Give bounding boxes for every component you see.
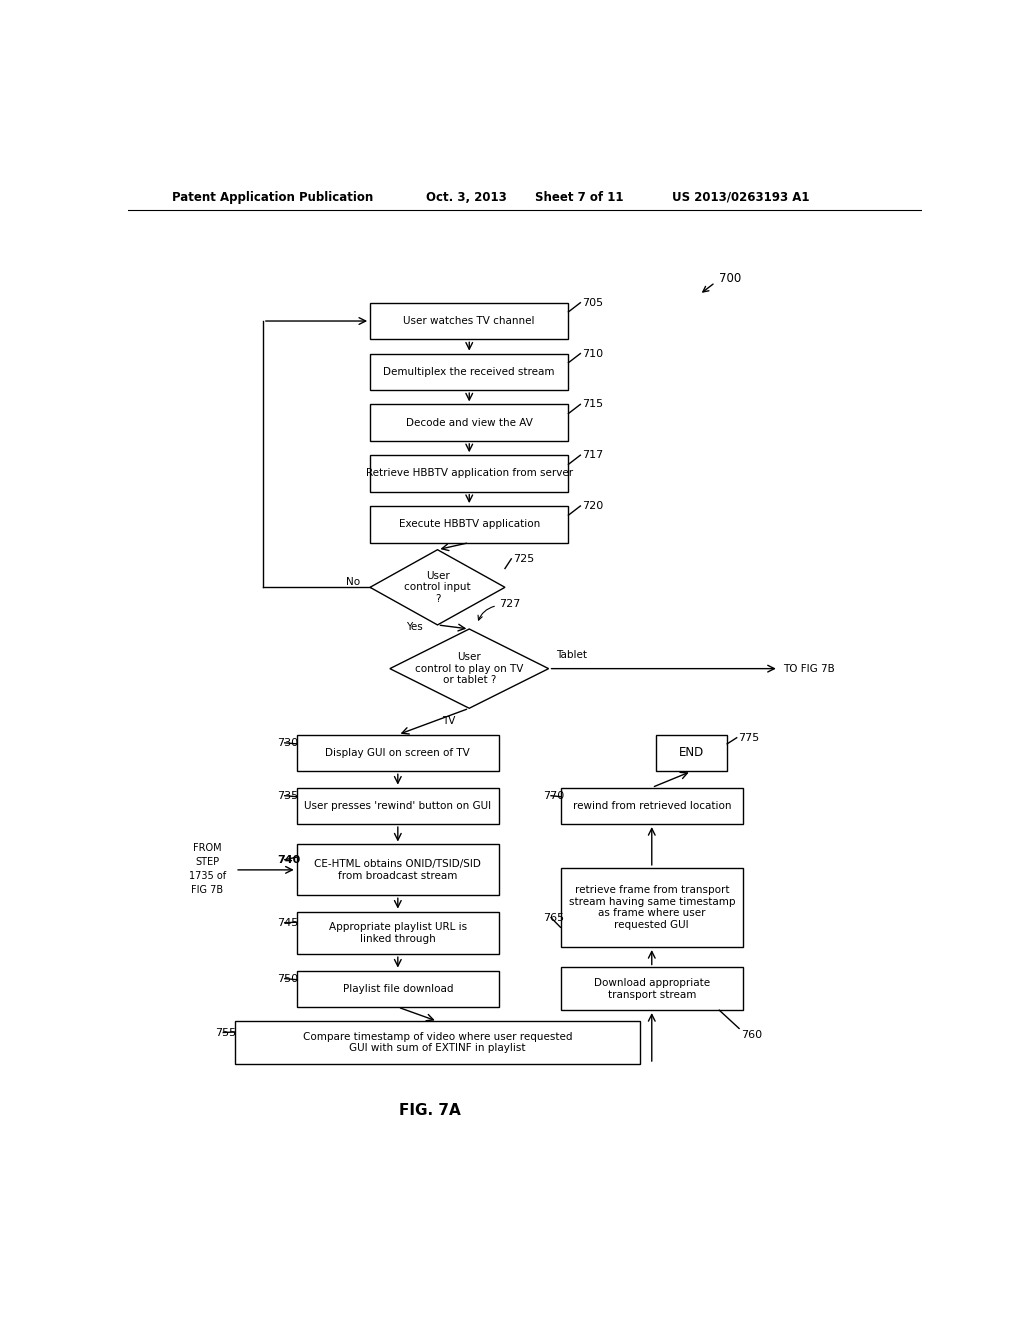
Text: Retrieve HBBTV application from server: Retrieve HBBTV application from server [366,469,572,478]
Text: 735: 735 [276,791,298,801]
Text: 717: 717 [582,450,603,461]
Text: US 2013/0263193 A1: US 2013/0263193 A1 [672,190,809,203]
FancyBboxPatch shape [370,404,568,441]
Text: Decode and view the AV: Decode and view the AV [406,417,532,428]
Text: FIG. 7A: FIG. 7A [398,1104,461,1118]
FancyBboxPatch shape [236,1022,640,1064]
FancyBboxPatch shape [370,302,568,339]
Text: FIG 7B: FIG 7B [191,886,223,895]
Text: 740: 740 [276,855,300,865]
Text: 760: 760 [740,1031,762,1040]
Text: Demultiplex the received stream: Demultiplex the received stream [384,367,555,376]
Text: 770: 770 [543,791,564,801]
Text: Execute HBBTV application: Execute HBBTV application [398,519,540,529]
Text: CE-HTML obtains ONID/TSID/SID
from broadcast stream: CE-HTML obtains ONID/TSID/SID from broad… [314,859,481,880]
Text: Appropriate playlist URL is
linked through: Appropriate playlist URL is linked throu… [329,923,467,944]
Polygon shape [390,630,549,709]
Text: Compare timestamp of video where user requested
GUI with sum of EXTINF in playli: Compare timestamp of video where user re… [303,1032,572,1053]
Text: 710: 710 [582,348,603,359]
Text: 720: 720 [582,502,603,511]
Text: 765: 765 [543,912,564,923]
Text: 750: 750 [276,974,298,983]
FancyBboxPatch shape [297,845,499,895]
Text: END: END [679,747,705,759]
Text: 745: 745 [276,917,298,928]
Text: TV: TV [441,717,455,726]
Text: No: No [346,577,360,587]
Text: User presses 'rewind' button on GUI: User presses 'rewind' button on GUI [304,801,492,810]
FancyBboxPatch shape [297,735,499,771]
Text: rewind from retrieved location: rewind from retrieved location [572,801,731,810]
Text: 775: 775 [738,733,760,743]
FancyBboxPatch shape [297,970,499,1007]
Text: 1735 of: 1735 of [188,871,226,880]
Text: User watches TV channel: User watches TV channel [403,315,535,326]
Text: User
control input
?: User control input ? [404,570,471,605]
FancyBboxPatch shape [655,735,727,771]
Text: 705: 705 [582,298,603,308]
FancyBboxPatch shape [370,506,568,543]
Text: 700: 700 [719,272,741,285]
FancyBboxPatch shape [560,968,743,1010]
Text: 730: 730 [276,738,298,748]
FancyBboxPatch shape [297,912,499,954]
Text: Sheet 7 of 11: Sheet 7 of 11 [536,190,624,203]
Text: 725: 725 [513,554,535,564]
Text: Oct. 3, 2013: Oct. 3, 2013 [426,190,506,203]
Text: Yes: Yes [407,622,423,632]
Text: User
control to play on TV
or tablet ?: User control to play on TV or tablet ? [415,652,523,685]
FancyBboxPatch shape [297,788,499,824]
FancyBboxPatch shape [560,788,743,824]
Text: FROM: FROM [194,842,221,853]
Text: 755: 755 [215,1027,237,1038]
FancyBboxPatch shape [370,354,568,391]
FancyBboxPatch shape [370,455,568,492]
Text: Display GUI on screen of TV: Display GUI on screen of TV [326,748,470,758]
Text: TO FIG 7B: TO FIG 7B [782,664,835,673]
Polygon shape [370,549,505,624]
Text: Download appropriate
transport stream: Download appropriate transport stream [594,978,710,999]
Text: STEP: STEP [196,857,219,867]
Text: Playlist file download: Playlist file download [343,983,453,994]
Text: 715: 715 [582,400,603,409]
Text: Tablet: Tablet [557,651,588,660]
FancyBboxPatch shape [560,867,743,948]
Text: Patent Application Publication: Patent Application Publication [172,190,373,203]
Text: 727: 727 [499,598,520,609]
Text: retrieve frame from transport
stream having same timestamp
as frame where user
r: retrieve frame from transport stream hav… [568,886,735,929]
